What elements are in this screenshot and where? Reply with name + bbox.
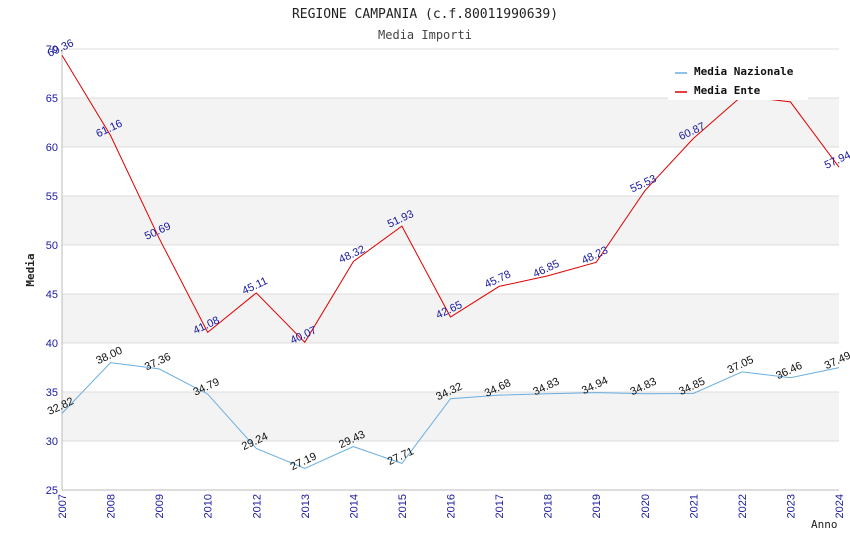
data-label: 27.19 <box>289 451 319 474</box>
data-label: 48.32 <box>337 243 367 266</box>
x-tick-label: 2014 <box>348 494 360 518</box>
y-tick-label: 45 <box>46 289 58 301</box>
series-line-ente <box>61 55 840 344</box>
chart-subtitle: Media Importi <box>378 28 472 42</box>
y-tick-label: 60 <box>46 142 58 154</box>
x-tick-label: 2018 <box>543 494 555 518</box>
x-tick-label: 2016 <box>446 494 458 518</box>
legend-label-ente: Media Ente <box>694 84 761 97</box>
x-tick-label: 2019 <box>591 494 603 518</box>
x-tick-label: 2023 <box>785 494 797 518</box>
plot-bands <box>62 98 839 441</box>
plot-band <box>62 196 839 245</box>
plot-band <box>62 98 839 147</box>
y-tick-label: 55 <box>46 191 58 203</box>
y-tick-label: 35 <box>46 387 58 399</box>
x-tick-label: 2021 <box>688 494 700 518</box>
data-label: 57.94 <box>823 149 850 172</box>
y-tick-label: 65 <box>46 93 58 105</box>
legend: Media Nazionale Media Ente <box>668 60 808 100</box>
y-tick-label: 50 <box>46 240 58 252</box>
x-tick-label: 2012 <box>251 494 263 518</box>
x-axis-label: Anno <box>811 518 838 531</box>
data-label: 48.23 <box>580 244 610 267</box>
y-tick-label: 25 <box>46 485 58 497</box>
x-tick-label: 2017 <box>494 494 506 518</box>
x-tick-label: 2008 <box>106 494 118 518</box>
chart-title: REGIONE CAMPANIA (c.f.80011990639) <box>292 7 558 22</box>
legend-box <box>668 60 808 100</box>
data-label: 36.46 <box>774 360 804 383</box>
x-axis-ticks: 2007 2008 2009 2010 2012 2013 2014 2015 2016 2017… <box>57 494 846 518</box>
legend-label-nazionale: Media Nazionale <box>694 65 794 78</box>
x-tick-label: 2022 <box>737 494 749 518</box>
y-tick-label: 40 <box>46 338 58 350</box>
x-tick-label: 2010 <box>203 494 215 518</box>
series-line-nazionale <box>61 362 840 470</box>
plot-band <box>62 392 839 441</box>
x-tick-label: 2007 <box>57 494 69 518</box>
x-tick-label: 2009 <box>154 494 166 518</box>
data-label: 37.49 <box>823 350 850 373</box>
data-label: 27.71 <box>386 445 416 468</box>
data-label: 46.85 <box>531 258 561 281</box>
x-tick-label: 2024 <box>834 494 846 518</box>
data-label: 69.36 <box>46 37 76 60</box>
x-tick-label: 2013 <box>300 494 312 518</box>
gridlines <box>61 48 839 491</box>
series-lines <box>61 55 840 470</box>
y-tick-label: 30 <box>46 436 58 448</box>
x-tick-label: 2015 <box>397 494 409 518</box>
data-label: 37.36 <box>143 351 173 374</box>
plot-band <box>62 294 839 343</box>
y-tick-label: 70 <box>46 44 58 56</box>
y-axis-ticks: 25 30 35 40 45 50 55 60 65 70 <box>46 44 58 497</box>
y-axis-label: Media <box>24 253 37 286</box>
x-tick-label: 2020 <box>640 494 652 518</box>
